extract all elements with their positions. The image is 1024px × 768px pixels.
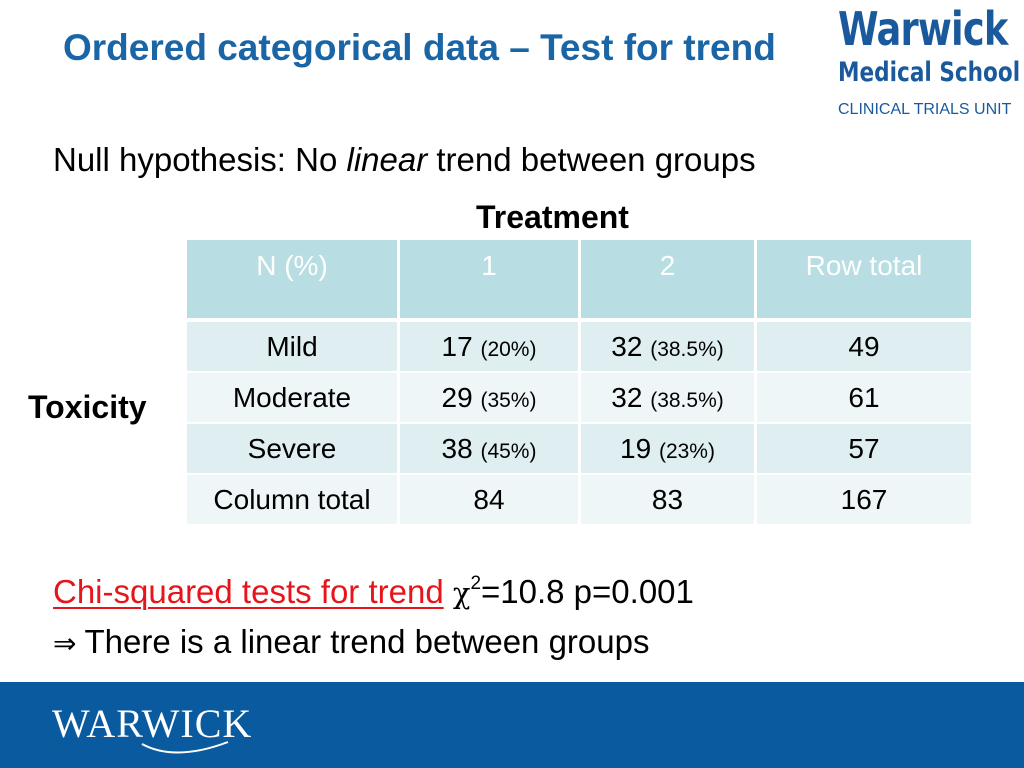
- cell-row-total: 57: [757, 424, 971, 475]
- row-label: Severe: [187, 424, 397, 475]
- row-label: Moderate: [187, 373, 397, 424]
- header-row-total: Row total: [757, 240, 971, 322]
- row-group-label: Toxicity: [28, 389, 147, 425]
- table-row: Severe 38 (45%) 19 (23%) 57: [187, 424, 971, 475]
- cell-row-total: 167: [757, 475, 971, 526]
- table-header-row: N (%) 1 2 Row total: [187, 240, 971, 322]
- column-group-label: Treatment: [476, 199, 629, 235]
- row-label: Column total: [187, 475, 397, 526]
- cell-row-total: 61: [757, 373, 971, 424]
- null-hypothesis-prefix: Null hypothesis: No: [53, 141, 347, 178]
- header-treatment-1: 1: [400, 240, 578, 322]
- chi-squared-trend-link[interactable]: Chi-squared tests for trend: [53, 573, 444, 610]
- null-hypothesis-emphasis: linear: [346, 141, 428, 178]
- chi-superscript: 2: [470, 573, 482, 594]
- contingency-table: N (%) 1 2 Row total Mild 17 (20%) 32 (38…: [184, 240, 974, 526]
- cell-treatment-2: 19 (23%): [581, 424, 754, 475]
- conclusion: ⇒ There is a linear trend between groups: [53, 622, 649, 664]
- chi-symbol: χ: [452, 576, 471, 610]
- slide-title: Ordered categorical data – Test for tren…: [63, 27, 776, 68]
- cell-treatment-2: 32 (38.5%): [581, 373, 754, 424]
- warwick-swoosh-icon: [141, 741, 229, 754]
- conclusion-text: There is a linear trend between groups: [84, 623, 650, 660]
- row-label: Mild: [187, 322, 397, 373]
- cell-treatment-2: 83: [581, 475, 754, 526]
- cell-treatment-1: 38 (45%): [400, 424, 578, 475]
- cell-row-total: 49: [757, 322, 971, 373]
- warwick-wordmark: WARWICK: [52, 701, 253, 746]
- footer-bar: WARWICK: [0, 682, 1024, 768]
- null-hypothesis-suffix: trend between groups: [427, 141, 756, 178]
- test-statistic: =10.8 p=0.001: [481, 573, 694, 610]
- logo-line-warwick: Warwick: [838, 2, 1008, 56]
- cell-treatment-1: 29 (35%): [400, 373, 578, 424]
- warwick-medical-school-logo: Warwick Medical School CLINICAL TRIALS U…: [836, 2, 1022, 122]
- cell-treatment-1: 17 (20%): [400, 322, 578, 373]
- header-n-pct: N (%): [187, 240, 397, 322]
- cell-treatment-1: 84: [400, 475, 578, 526]
- implies-arrow-icon: ⇒: [53, 627, 77, 660]
- table-row: Mild 17 (20%) 32 (38.5%) 49: [187, 322, 971, 373]
- logo-line-medical-school: Medical School: [838, 57, 1021, 88]
- table-row-column-total: Column total 84 83 167: [187, 475, 971, 526]
- header-treatment-2: 2: [581, 240, 754, 322]
- null-hypothesis: Null hypothesis: No linear trend between…: [53, 140, 756, 180]
- logo-line-clinical-trials-unit: CLINICAL TRIALS UNIT: [838, 101, 1012, 118]
- table-row: Moderate 29 (35%) 32 (38.5%) 61: [187, 373, 971, 424]
- test-result: Chi-squared tests for trend χ2=10.8 p=0.…: [53, 572, 694, 613]
- cell-treatment-2: 32 (38.5%): [581, 322, 754, 373]
